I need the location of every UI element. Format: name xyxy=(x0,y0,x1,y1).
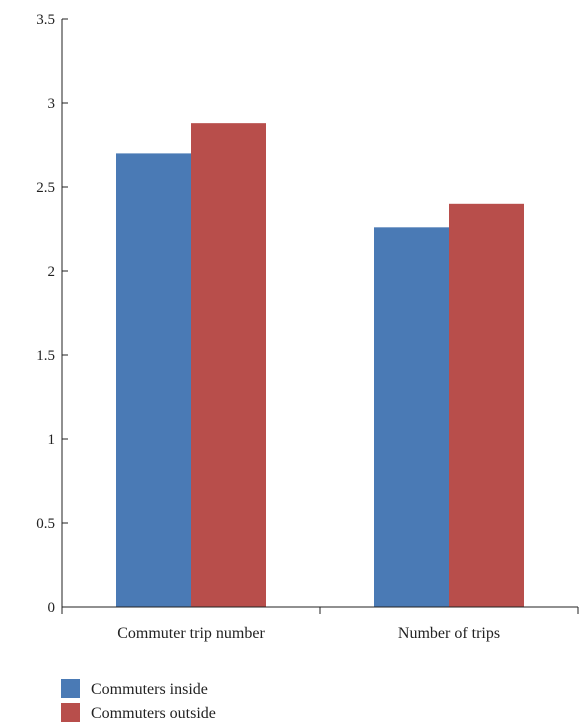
y-tick-label: 3.5 xyxy=(36,12,55,28)
y-tick-label: 2 xyxy=(48,264,56,280)
legend-label: Commuters outside xyxy=(91,705,216,722)
bar xyxy=(449,203,524,608)
bar xyxy=(374,227,449,607)
y-tick-label: 0.5 xyxy=(36,516,55,532)
y-tick-label: 0 xyxy=(48,600,56,616)
legend-label: Commuters inside xyxy=(91,681,208,698)
y-tick-label: 1.5 xyxy=(36,348,55,364)
x-category-label: Commuter trip number xyxy=(117,625,265,642)
legend: Commuters inside Commuters outside xyxy=(61,679,216,722)
x-category-label: Number of trips xyxy=(398,625,500,642)
y-tick-label: 1 xyxy=(48,432,56,448)
legend-swatch xyxy=(61,703,80,722)
y-ticks-group: 0 0.5 1 1.5 2 2.5 3 3.5 xyxy=(36,12,68,616)
bar xyxy=(191,123,266,607)
legend-swatch xyxy=(61,679,80,698)
x-ticks-group: Commuter trip number Number of trips xyxy=(61,607,579,642)
bars-group xyxy=(116,123,524,608)
y-tick-label: 2.5 xyxy=(36,180,55,196)
y-tick-label: 3 xyxy=(48,96,56,112)
bar xyxy=(116,153,191,607)
